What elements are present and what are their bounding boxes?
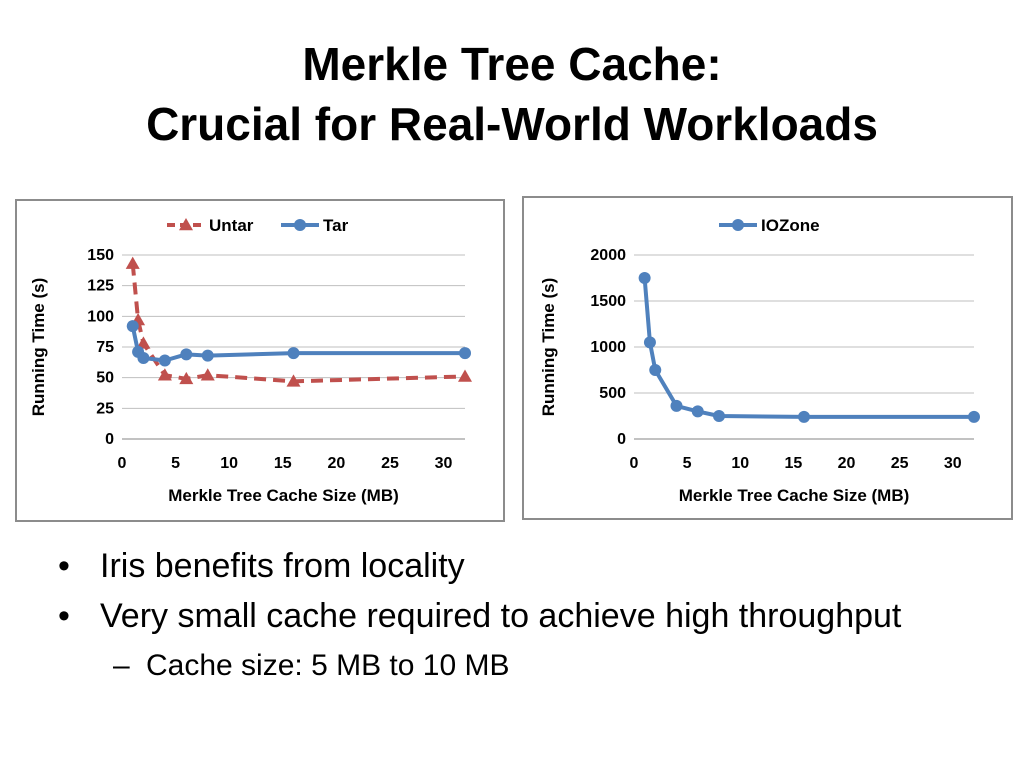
chart-untar-tar: 0 25 50 75 100 125 150 0 5 10 15 20 25 30 Merkle Tree … (15, 199, 505, 522)
data-point-iozone (968, 410, 980, 423)
legend-label: IOZone (761, 216, 820, 235)
data-point-untar (286, 374, 301, 387)
sub-bullet-text: Cache size: 5 MB to 10 MB (146, 649, 510, 682)
y-tick-label: 25 (96, 400, 114, 417)
legend-item-untar: Untar (167, 216, 254, 235)
data-point-untar (458, 369, 472, 382)
x-tick-label: 20 (327, 455, 345, 472)
y-tick-label: 0 (617, 431, 626, 448)
legend-item-tar: Tar (281, 216, 349, 235)
x-tick-label: 30 (435, 455, 453, 472)
y-tick-label: 1500 (590, 293, 626, 310)
title-line-2: Crucial for Real-World Workloads (146, 98, 878, 150)
slide-title: Merkle Tree Cache: Crucial for Real-Worl… (0, 34, 1024, 154)
chart-iozone-svg: 0 500 1000 1500 2000 0 5 10 15 20 25 30 Merkle Tree … (539, 216, 980, 505)
x-tick-label: 10 (731, 455, 749, 472)
y-axis-title: Running Time (s) (539, 278, 558, 417)
y-tick-label: 150 (87, 247, 114, 264)
data-point-iozone (649, 364, 662, 376)
data-point-untar (157, 368, 172, 381)
y-axis-title: Running Time (s) (29, 278, 48, 417)
legend-label: Tar (323, 216, 349, 235)
title-line-1: Merkle Tree Cache: (302, 38, 722, 90)
chart-iozone: 0 500 1000 1500 2000 0 5 10 15 20 25 30 Merkle Tree … (522, 196, 1013, 520)
data-point-iozone (713, 410, 725, 422)
legend-marker (732, 219, 744, 231)
x-tick-label: 25 (381, 455, 399, 472)
chart-untar-tar-svg: 0 25 50 75 100 125 150 0 5 10 15 20 25 30 Merkle Tree … (29, 216, 472, 505)
data-point-tar (459, 347, 471, 360)
legend-item-iozone: IOZone (719, 216, 820, 235)
x-tick-label: 5 (683, 455, 692, 472)
data-point-untar (200, 368, 215, 381)
data-point-iozone (643, 336, 656, 349)
data-point-tar (201, 349, 214, 362)
x-axis-title: Merkle Tree Cache Size (MB) (679, 486, 910, 505)
y-tick-label: 0 (105, 431, 114, 448)
y-tick-label: 75 (96, 339, 114, 356)
legend-label: Untar (209, 216, 254, 235)
data-point-tar (137, 352, 150, 365)
data-point-iozone (670, 399, 683, 412)
y-tick-label: 125 (87, 278, 114, 295)
data-point-tar (287, 347, 300, 360)
x-tick-label: 0 (118, 455, 127, 472)
x-tick-label: 5 (171, 455, 180, 472)
data-point-tar (126, 320, 139, 333)
bullet-item: • Very small cache required to achieve h… (58, 596, 958, 636)
legend-marker (179, 218, 193, 231)
x-tick-label: 25 (891, 455, 909, 472)
y-tick-label: 2000 (590, 247, 626, 264)
sub-bullet-item: – Cache size: 5 MB to 10 MB (58, 646, 958, 686)
y-tick-label: 50 (96, 370, 114, 387)
x-tick-label: 30 (944, 455, 962, 472)
data-point-iozone (798, 410, 810, 423)
x-tick-label: 10 (220, 455, 238, 472)
y-tick-label: 1000 (590, 339, 626, 356)
bullet-marker: • (58, 597, 70, 635)
data-point-untar (125, 256, 140, 269)
data-point-tar (158, 354, 171, 367)
series-line-untar (130, 263, 466, 384)
y-tick-label: 500 (599, 385, 626, 402)
bullet-marker: • (58, 547, 70, 585)
legend-marker (294, 219, 306, 231)
y-tick-label: 100 (87, 308, 114, 325)
x-tick-label: 15 (784, 455, 802, 472)
data-point-untar (179, 371, 194, 385)
bullet-text: Iris benefits from locality (100, 547, 465, 585)
sub-bullet-marker: – (113, 649, 130, 682)
x-tick-label: 15 (274, 455, 292, 472)
data-point-untar (136, 336, 151, 349)
x-tick-label: 0 (630, 455, 639, 472)
x-tick-label: 20 (838, 455, 856, 472)
bullet-text: Very small cache required to achieve hig… (100, 597, 902, 635)
bullet-list: • Iris benefits from locality • Very sma… (58, 546, 958, 686)
data-point-iozone (638, 272, 651, 284)
data-point-tar (180, 348, 193, 361)
bullet-item: • Iris benefits from locality (58, 546, 958, 586)
data-point-iozone (691, 405, 704, 418)
x-axis-title: Merkle Tree Cache Size (MB) (168, 486, 399, 505)
